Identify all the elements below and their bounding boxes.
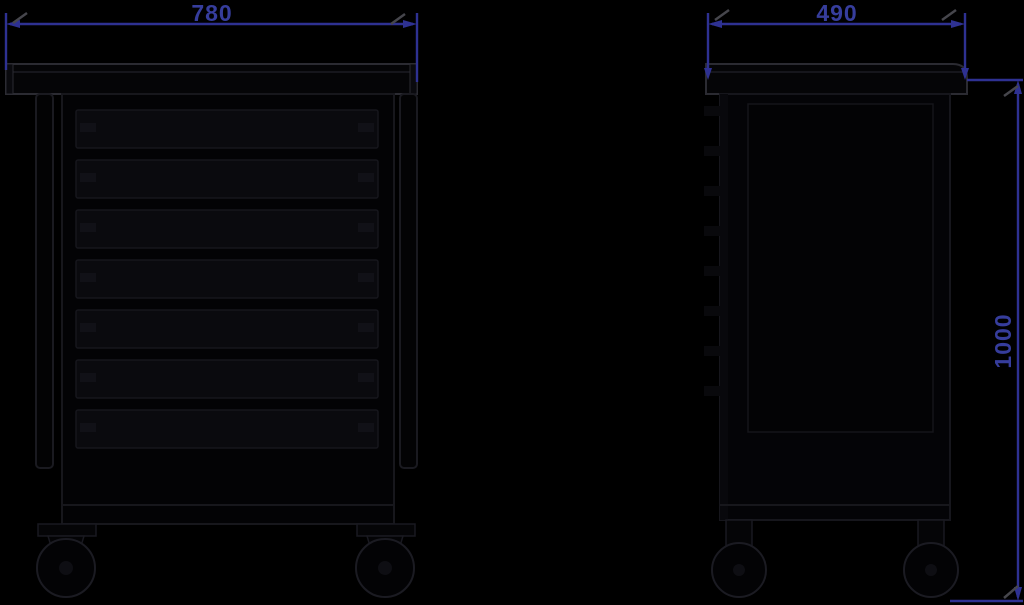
side-drawer-front-tabs <box>704 106 720 396</box>
dimension-label-780: 780 <box>191 0 233 26</box>
dimension-780 <box>4 13 419 82</box>
front-left-caster <box>36 523 97 598</box>
drawer-handle <box>358 273 374 282</box>
drawer-handle <box>80 273 96 282</box>
front-right-caster <box>355 523 416 598</box>
front-view <box>5 63 418 598</box>
drawer-handle <box>80 223 96 232</box>
drawer-handle <box>358 423 374 432</box>
drawer-handle <box>80 423 96 432</box>
drawer-handle <box>358 323 374 332</box>
dimension-tick-marks <box>12 8 1019 599</box>
drawer-handle <box>80 173 96 182</box>
front-drawer-stack <box>75 109 379 449</box>
drawer-handle <box>358 373 374 382</box>
dimension-label-1000: 1000 <box>990 313 1016 369</box>
side-top-tray <box>705 63 968 95</box>
front-right-handle-post <box>399 93 418 469</box>
dimension-1000 <box>950 78 1023 603</box>
wheel-hub <box>59 561 73 575</box>
drawer <box>75 409 379 449</box>
front-top-tray <box>5 63 418 95</box>
drawer-handle <box>80 373 96 382</box>
wheel-hub <box>733 564 745 576</box>
wheel-hub <box>925 564 937 576</box>
drawer <box>75 259 379 299</box>
side-front-wall <box>720 94 728 520</box>
side-rear-caster <box>903 542 959 598</box>
dimension-490 <box>704 13 969 80</box>
drawer <box>75 109 379 149</box>
drawer-handle <box>80 323 96 332</box>
drawer <box>75 209 379 249</box>
drawer-handle <box>358 223 374 232</box>
front-left-handle-post <box>35 93 54 469</box>
drawer <box>75 159 379 199</box>
side-view <box>704 63 968 598</box>
dimension-label-490: 490 <box>816 0 858 26</box>
wheel-hub <box>378 561 392 575</box>
drawer <box>75 359 379 399</box>
drawer-handle <box>358 173 374 182</box>
side-front-caster <box>711 542 767 598</box>
side-inner-panel <box>747 103 934 433</box>
drawer <box>75 309 379 349</box>
drawer-handle <box>80 123 96 132</box>
front-cabinet-body <box>61 93 395 525</box>
drawer-handle <box>358 123 374 132</box>
